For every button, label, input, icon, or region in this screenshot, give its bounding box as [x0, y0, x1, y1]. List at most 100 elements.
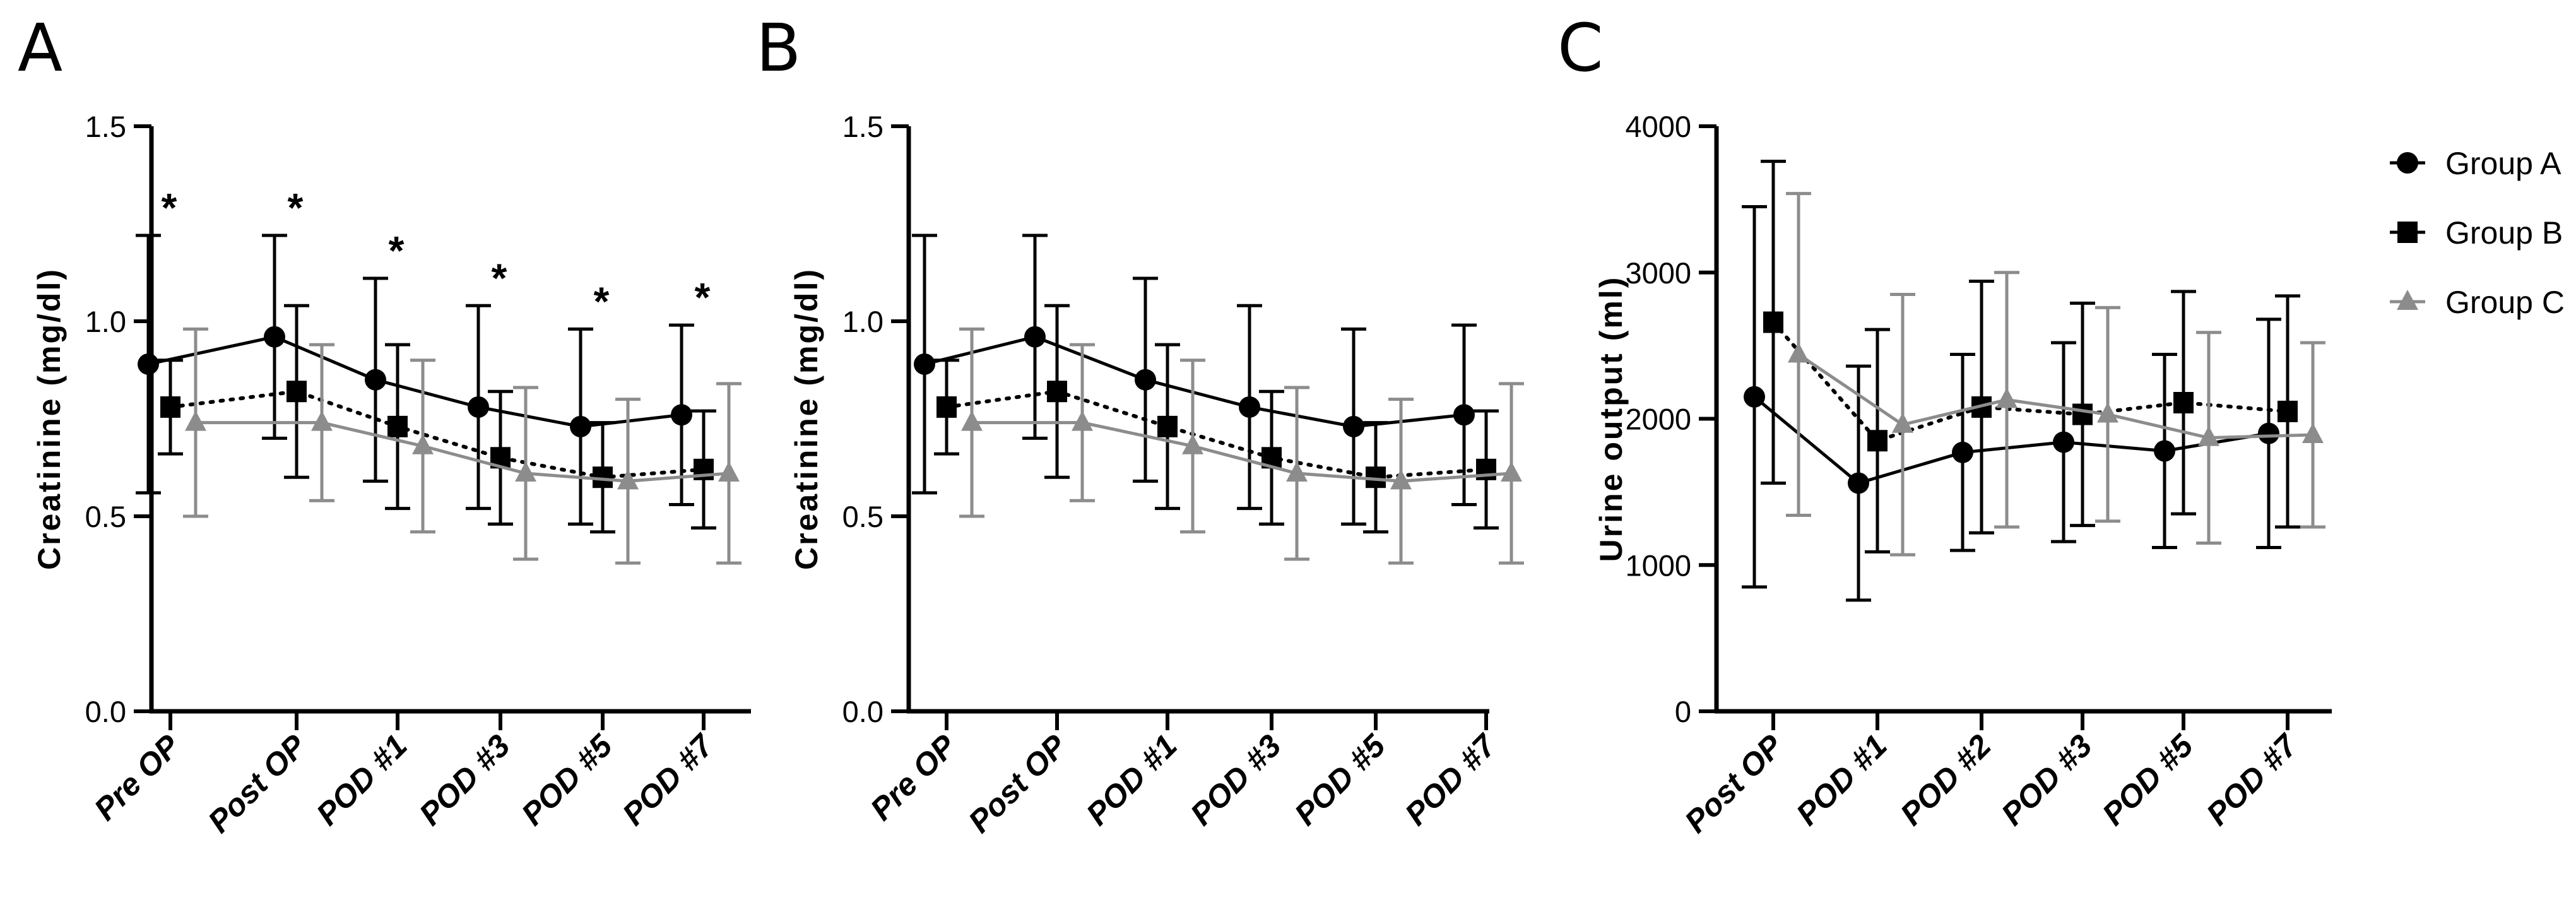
data-point: [1867, 430, 1888, 452]
significance-star: *: [594, 278, 610, 324]
x-tick-label-post-op: Post OP: [962, 728, 1074, 840]
panel-letter-a: A: [18, 9, 62, 86]
data-point: [617, 469, 639, 490]
data-point: [468, 396, 489, 418]
y-axis-title: Creatinine (mg/dl): [789, 268, 824, 570]
data-point: [914, 353, 935, 375]
data-point: [138, 353, 159, 375]
data-point: [1024, 326, 1046, 348]
series-line-group-c: [194, 421, 731, 483]
data-point: [387, 415, 408, 437]
data-point: [1744, 386, 1765, 408]
series-line-group-b: [945, 389, 1488, 480]
x-tick-label-pod-3: POD #3: [1994, 728, 2098, 832]
panel-letter-c: C: [1557, 9, 1604, 86]
y-axis-title: Creatinine (mg/dl): [32, 268, 67, 570]
legend-item-group-a: Group A: [2390, 146, 2561, 181]
panel-c-plot: 0 1000 2000 3000 4000 Urine output (ml) Post O…: [1593, 110, 2332, 839]
y-tick-label: 0.0: [842, 695, 883, 728]
significance-star: *: [389, 228, 405, 273]
data-point: [515, 461, 536, 482]
x-tick-label-pod-5: POD #5: [1287, 727, 1392, 832]
x-tick-label-pod-3: POD #3: [412, 728, 516, 832]
data-point: [2053, 431, 2074, 453]
series-group-b: [158, 304, 716, 534]
data-point: [160, 396, 180, 418]
data-point: [311, 410, 333, 431]
x-tick-label-pod-7: POD #7: [1398, 727, 1503, 832]
data-point: [2173, 392, 2194, 414]
panel-a: A 0.0 0.5 1.0 1.5 Creatinine (mg/dl) Pre OP Po…: [18, 9, 751, 839]
data-point: [2258, 422, 2279, 444]
series-line-group-c: [1797, 353, 2315, 440]
data-point: [2097, 402, 2118, 423]
data-point: [1453, 404, 1475, 426]
x-tick-label-pod-5: POD #5: [2095, 727, 2200, 832]
legend-item-group-c: Group C: [2390, 285, 2565, 320]
data-point: [718, 461, 740, 482]
data-point: [1182, 434, 1203, 454]
series-line-group-b: [1771, 320, 2289, 443]
legend-label: Group A: [2445, 146, 2561, 181]
x-tick-label-pod-7: POD #7: [615, 727, 721, 832]
data-point: [287, 381, 307, 403]
series-line-group-b: [168, 389, 706, 480]
series-group-b: [934, 304, 1499, 534]
legend-marker: [2397, 290, 2418, 310]
panel-b: B 0.0 0.5 1.0 1.5 Creatinine (mg/dl) Pre OPPo…: [756, 9, 1524, 839]
data-point: [1996, 388, 2018, 408]
data-point: [185, 410, 206, 431]
data-point: [1848, 472, 1869, 494]
data-point: [1239, 396, 1260, 418]
series-group-c: [1786, 192, 2325, 557]
series-line-group-c: [970, 421, 1513, 483]
series-group-c: [959, 327, 1524, 565]
legend-marker: [2397, 222, 2418, 243]
x-tick-label-pod-1: POD #1: [1079, 728, 1183, 832]
data-point: [2154, 440, 2175, 462]
x-tick-label-pod-7: POD #7: [2199, 727, 2305, 832]
data-point: [1072, 410, 1093, 431]
y-tick-label: 0.5: [85, 500, 126, 533]
data-point: [2278, 400, 2298, 422]
y-tick-label: 1.0: [85, 305, 126, 338]
legend-label: Group B: [2445, 215, 2563, 251]
series-group-a: [136, 234, 694, 526]
legend-marker: [2397, 152, 2418, 174]
y-tick-label: 1.0: [842, 305, 883, 338]
data-point: [2072, 403, 2093, 425]
significance-star: *: [492, 255, 507, 300]
x-tick-label-pod-2: POD #2: [1893, 728, 1997, 832]
data-point: [1788, 342, 1809, 363]
panel-b-plot: 0.0 0.5 1.0 1.5 Creatinine (mg/dl) Pre OPPost…: [789, 110, 1524, 839]
y-tick-label: 1.5: [842, 110, 883, 143]
y-tick-label: 3000: [1625, 256, 1691, 290]
data-point: [2198, 425, 2219, 446]
series-group-a: [912, 234, 1477, 526]
y-tick-label: 4000: [1625, 110, 1691, 143]
data-point: [1892, 412, 1913, 433]
series-group-b: [1761, 160, 2300, 554]
significance-star: *: [162, 185, 177, 230]
x-tick-label-pod-1: POD #1: [1789, 728, 1893, 832]
data-point: [1135, 369, 1156, 391]
legend: Group A Group B Group C: [2390, 146, 2565, 320]
data-point: [1047, 381, 1067, 403]
legend-label: Group C: [2445, 285, 2565, 320]
x-tick-label-post-op: Post OP: [1678, 728, 1790, 840]
data-point: [365, 369, 386, 391]
y-tick-label: 2000: [1625, 403, 1691, 436]
data-point: [264, 326, 285, 348]
data-point: [1501, 461, 1522, 482]
x-tick-label-post-op: Post OP: [201, 728, 314, 840]
x-tick-label-pod-1: POD #1: [309, 728, 413, 832]
x-tick-label-pod-5: POD #5: [514, 727, 619, 832]
data-point: [1286, 461, 1308, 482]
y-tick-label: 0.0: [85, 695, 126, 728]
x-tick-label-pre-op: Pre OP: [87, 728, 187, 827]
x-tick-label-pre-op: Pre OP: [863, 728, 963, 827]
data-point: [1390, 469, 1412, 490]
significance-star: *: [288, 185, 304, 230]
data-point: [671, 404, 692, 426]
